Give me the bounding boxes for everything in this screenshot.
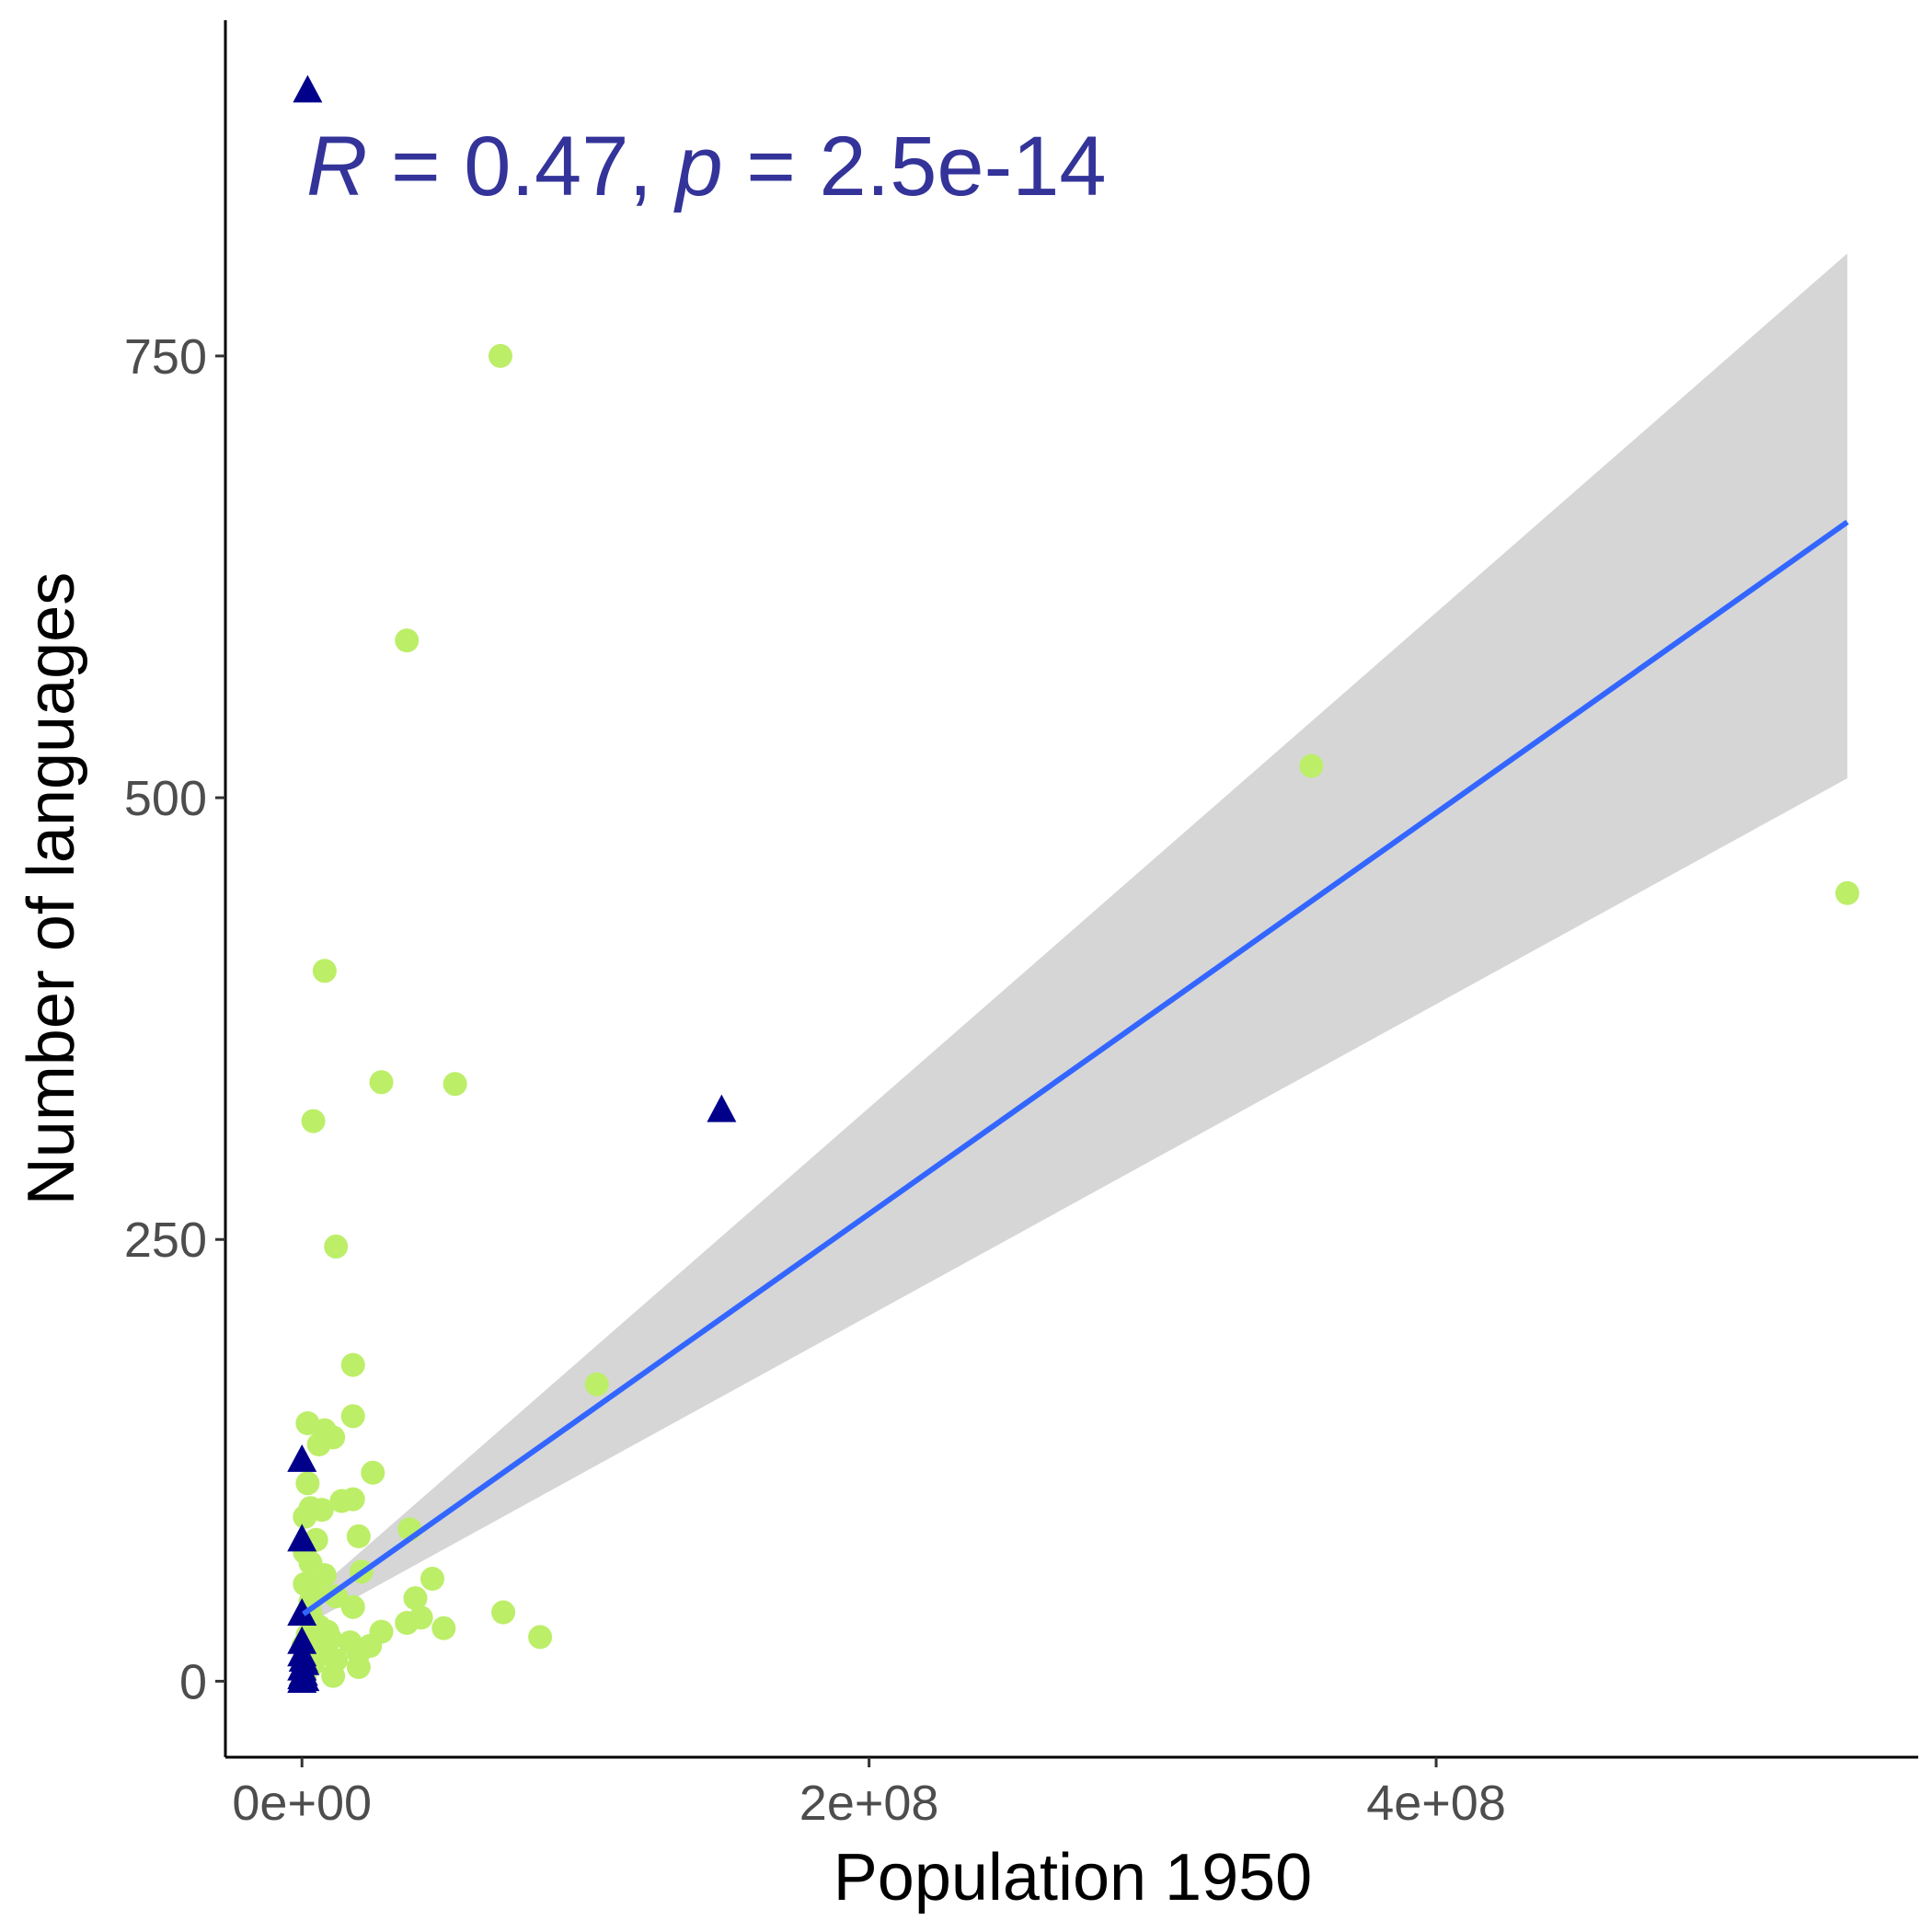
data-point-circle: [1299, 753, 1324, 778]
x-tick-label: 0e+00: [232, 1776, 372, 1831]
data-point-circle: [420, 1567, 444, 1592]
regression-line-layer: [302, 520, 1849, 1616]
data-point-triangle: [293, 75, 323, 103]
data-point-triangle: [288, 1644, 318, 1672]
y-tick-label: 0: [179, 1654, 207, 1709]
r-symbol: R: [306, 120, 367, 213]
points-layer: [287, 75, 1859, 1694]
data-point-circle: [395, 628, 420, 653]
data-point-circle: [361, 1460, 385, 1485]
confidence-band: [303, 253, 1847, 1627]
data-point-circle: [324, 1234, 349, 1259]
data-point-triangle: [287, 1524, 317, 1552]
y-tick-label: 500: [124, 771, 207, 826]
data-point-triangle: [287, 1443, 317, 1472]
y-tick-label: 750: [124, 329, 207, 385]
data-point-triangle: [287, 1665, 317, 1694]
p-value-text: = 2.5e-14: [723, 120, 1107, 213]
confidence-band-layer: [303, 253, 1847, 1627]
data-point-circle: [340, 1594, 365, 1619]
correlation-annotation: R = 0.47, p = 2.5e-14: [306, 120, 1107, 213]
p-symbol: p: [673, 120, 722, 213]
x-tick-label: 2e+08: [799, 1776, 939, 1831]
data-point-circle: [403, 1586, 428, 1611]
data-point-circle: [306, 1432, 331, 1457]
x-axis-title: Population 1950: [834, 1841, 1312, 1915]
data-point-circle: [528, 1625, 553, 1650]
data-point-circle: [324, 1584, 349, 1609]
data-point-circle: [295, 1471, 320, 1496]
data-point-circle: [340, 1352, 365, 1377]
data-point-circle: [301, 1109, 326, 1133]
x-tick-label: 4e+08: [1366, 1776, 1506, 1831]
data-point-circle: [431, 1616, 456, 1640]
data-point-circle: [1834, 880, 1859, 905]
data-point-circle: [309, 1498, 334, 1523]
y-axis-title: Number of languages: [15, 572, 88, 1205]
data-point-circle: [369, 1070, 394, 1095]
data-point-circle: [443, 1072, 467, 1097]
data-point-circle: [395, 1611, 420, 1636]
data-point-circle: [312, 959, 337, 983]
data-point-circle: [584, 1372, 609, 1397]
y-tick-label: 250: [124, 1213, 207, 1268]
data-point-circle: [321, 1663, 346, 1688]
regression-line: [302, 520, 1849, 1616]
data-point-circle: [491, 1600, 516, 1625]
data-point-circle: [340, 1487, 365, 1512]
tick-labels: 0 250 500 750 0e+00 2e+08 4e+08: [124, 329, 1506, 1831]
data-point-circle: [346, 1655, 371, 1680]
data-point-circle: [315, 1619, 339, 1644]
axes: [215, 20, 1918, 1767]
data-point-circle: [488, 343, 512, 368]
data-point-circle: [340, 1404, 365, 1429]
data-point-circle: [346, 1524, 371, 1548]
data-point-triangle: [707, 1094, 737, 1122]
r-value-text: = 0.47,: [367, 120, 675, 213]
